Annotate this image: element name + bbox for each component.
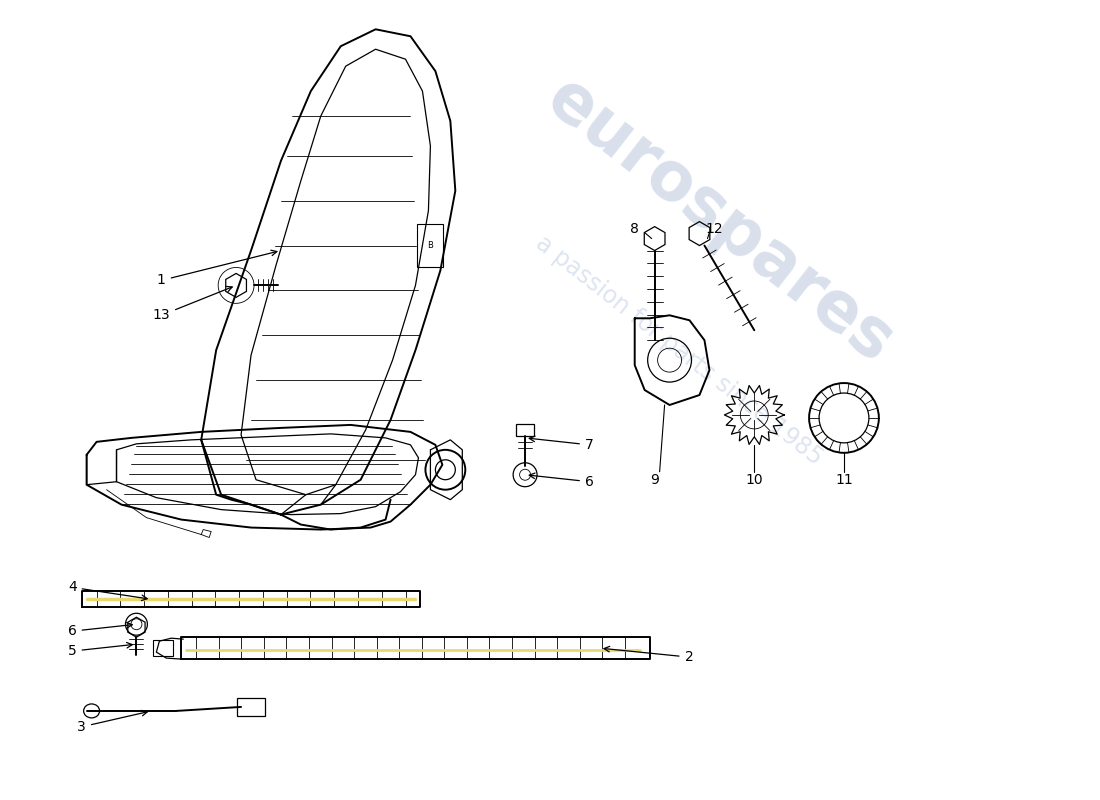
Text: 8: 8 — [630, 222, 639, 235]
Text: B: B — [428, 241, 433, 250]
Text: 13: 13 — [153, 286, 232, 322]
Text: 10: 10 — [746, 473, 763, 486]
Text: 7: 7 — [529, 436, 594, 452]
Text: a passion for parts since 1985: a passion for parts since 1985 — [531, 230, 827, 470]
Text: 3: 3 — [77, 710, 147, 734]
Bar — [238, 698, 265, 716]
Text: 9: 9 — [650, 473, 659, 486]
Text: 11: 11 — [835, 473, 852, 486]
Text: 5: 5 — [68, 642, 132, 658]
Text: 6: 6 — [529, 473, 594, 489]
Bar — [516, 424, 535, 436]
Text: 6: 6 — [68, 622, 132, 638]
Text: 4: 4 — [68, 580, 147, 601]
Text: 2: 2 — [604, 646, 693, 664]
Text: 1: 1 — [157, 250, 277, 287]
Bar — [153, 640, 174, 656]
Bar — [418, 224, 443, 267]
Text: 12: 12 — [705, 222, 723, 235]
Text: eurospares: eurospares — [534, 65, 905, 376]
